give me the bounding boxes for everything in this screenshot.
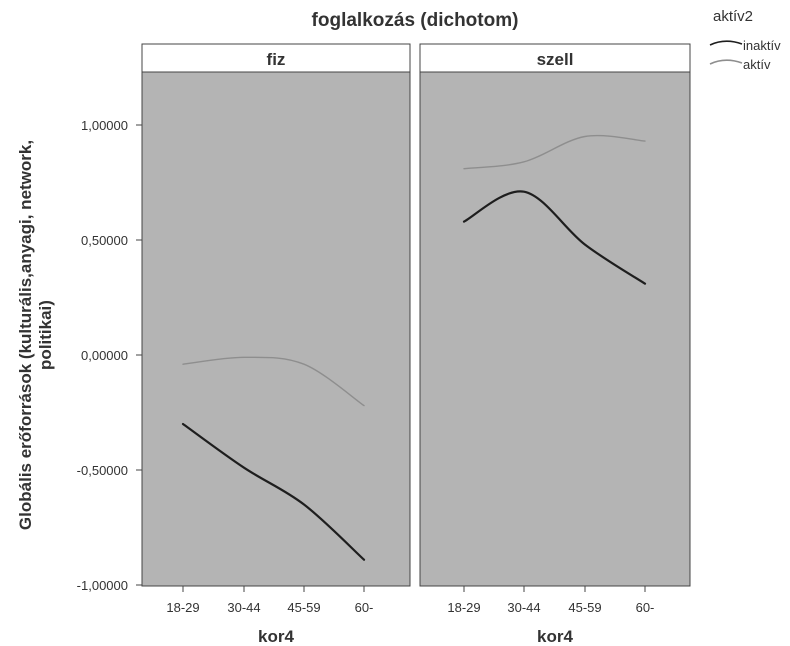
x-tick-label: 18-29 xyxy=(166,600,199,615)
x-axis-label-fiz: kor4 xyxy=(258,627,294,646)
legend-title: aktív2 xyxy=(713,8,753,25)
legend: aktív2 inaktív aktív xyxy=(709,8,781,72)
panel-title-fiz: fiz xyxy=(267,50,286,69)
panel-header-szell xyxy=(419,43,691,73)
legend-swatch-inaktiv xyxy=(709,40,743,46)
panel-fiz: fiz 18-29 30-44 45-59 60- kor4 xyxy=(136,43,411,646)
y-axis: 1,00000 0,50000 0,00000 -0,50000 -1,0000… xyxy=(77,118,128,593)
x-tick-label: 30-44 xyxy=(507,600,540,615)
series-layer-fiz xyxy=(181,356,366,561)
x-ticks-szell: 18-29 30-44 45-59 60- xyxy=(447,586,654,615)
x-tick-label: 60- xyxy=(636,600,655,615)
y-ticks-fiz xyxy=(136,124,142,586)
series-line-szell-inaktiv xyxy=(462,190,647,285)
x-tick-label: 45-59 xyxy=(287,600,320,615)
x-tick-label: 60- xyxy=(355,600,374,615)
legend-swatch-aktiv xyxy=(709,59,743,65)
y-tick-label: -0,50000 xyxy=(77,463,128,478)
y-tick-label: 0,50000 xyxy=(81,233,128,248)
series-line-fiz-inaktiv xyxy=(181,422,366,561)
x-tick-label: 18-29 xyxy=(447,600,480,615)
x-tick-label: 30-44 xyxy=(227,600,260,615)
x-axis-label-szell: kor4 xyxy=(537,627,573,646)
y-tick-label: 0,00000 xyxy=(81,348,128,363)
chart-title: foglalkozás (dichotom) xyxy=(312,10,519,31)
plot-area-fiz xyxy=(141,71,411,587)
panel-title-szell: szell xyxy=(537,50,574,69)
legend-label-inaktiv: inaktív xyxy=(743,38,781,53)
plot-area-szell xyxy=(419,71,691,587)
y-tick-label: 1,00000 xyxy=(81,118,128,133)
x-ticks-fiz: 18-29 30-44 45-59 60- xyxy=(166,586,373,615)
y-axis-label-line-1: Globális erőforrások (kulturális,anyagi,… xyxy=(16,140,35,530)
series-layer-szell xyxy=(462,134,647,285)
y-axis-label-line-2: politikai) xyxy=(36,300,55,370)
x-tick-label: 45-59 xyxy=(568,600,601,615)
series-line-szell-aktiv xyxy=(463,134,646,170)
y-tick-label: -1,00000 xyxy=(77,578,128,593)
legend-label-aktiv: aktív xyxy=(743,57,771,72)
y-axis-label: Globális erőforrások (kulturális,anyagi,… xyxy=(16,140,55,530)
panel-szell: szell 18-29 30-44 45-59 60- kor4 xyxy=(419,43,691,646)
series-line-fiz-aktiv xyxy=(182,356,365,407)
panel-header-fiz xyxy=(141,43,411,73)
